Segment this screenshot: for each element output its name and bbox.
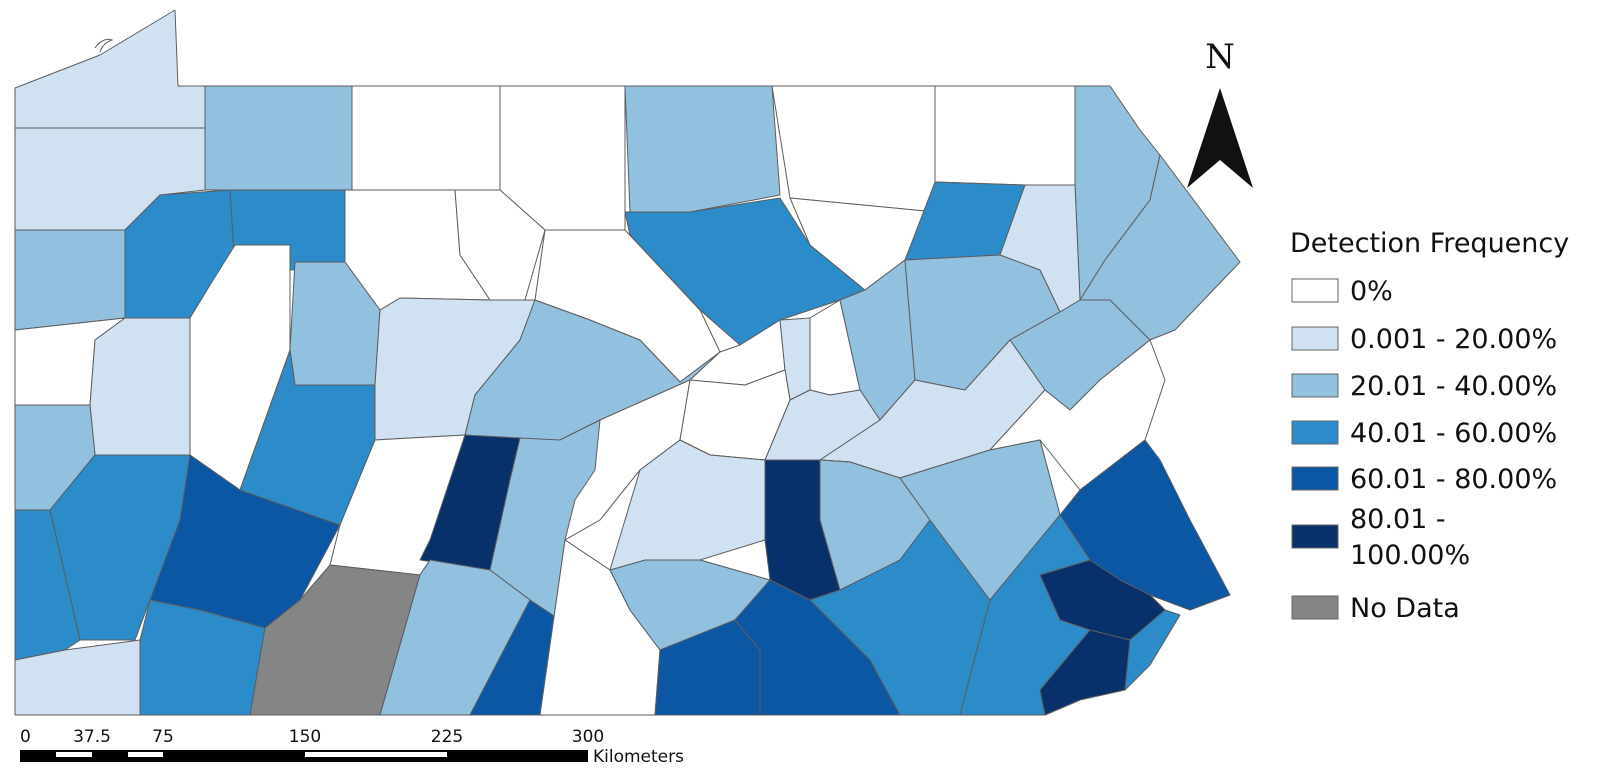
legend-swatch [1291, 420, 1339, 445]
scale-tick-label: 75 [152, 727, 174, 747]
scale-bar-segment [20, 750, 56, 762]
scale-bar-segment [305, 752, 447, 757]
scale-bar-segment [163, 750, 305, 762]
presque-isle-outline [94, 38, 114, 53]
county-region [14, 9, 206, 129]
legend-swatch [1291, 595, 1339, 620]
legend-swatch [1291, 373, 1339, 398]
county-region [89, 317, 191, 456]
county-region [14, 229, 126, 331]
county-region [934, 85, 1076, 186]
legend-swatch [1291, 524, 1339, 549]
legend-swatch [1291, 466, 1339, 491]
scale-tick-label: 150 [289, 727, 321, 747]
legend-label: 100.00% [1350, 540, 1470, 571]
scale-tick-label: 37.5 [73, 727, 111, 747]
legend: Detection Frequency 0% 0.001 - 20.00% 20.0… [1290, 228, 1569, 624]
scale-bar-segment [447, 750, 588, 762]
county-region [734, 579, 901, 716]
scale-bar-segment [128, 752, 163, 757]
scale-tick-labels: 0 37.5 75 150 225 300 [20, 727, 604, 747]
legend-label: 80.01 - [1350, 504, 1446, 535]
scale-bar: 0 37.5 75 150 225 300 Kilometers [20, 727, 684, 767]
scale-bar-segments [20, 750, 588, 762]
north-arrow-letter: N [1205, 37, 1235, 77]
scale-tick-label: 225 [431, 727, 463, 747]
county-map [14, 9, 1241, 716]
scale-tick-label: 300 [572, 727, 604, 747]
county-region [351, 85, 501, 191]
legend-label: No Data [1350, 593, 1460, 624]
legend-label: 0% [1350, 276, 1393, 307]
scale-unit-label: Kilometers [593, 747, 684, 767]
scale-bar-segment [92, 750, 128, 762]
north-arrow-icon [1187, 88, 1253, 188]
legend-swatch [1291, 278, 1339, 303]
county-region [1124, 609, 1181, 691]
legend-swatch [1291, 326, 1339, 351]
legend-label: 0.001 - 20.00% [1350, 324, 1557, 355]
legend-items: 0% 0.001 - 20.00% 20.01 - 40.00% 40.01 - 60… [1291, 276, 1557, 624]
county-region [624, 85, 781, 213]
scale-bar-segment [56, 752, 92, 757]
county-region [771, 85, 936, 213]
county-region [204, 85, 353, 191]
legend-title: Detection Frequency [1290, 228, 1569, 259]
north-arrow: N [1187, 37, 1253, 188]
scale-tick-label: 0 [20, 727, 31, 747]
legend-label: 20.01 - 40.00% [1350, 371, 1557, 402]
county-region [14, 509, 81, 661]
legend-label: 40.01 - 60.00% [1350, 418, 1557, 449]
legend-label: 60.01 - 80.00% [1350, 464, 1557, 495]
